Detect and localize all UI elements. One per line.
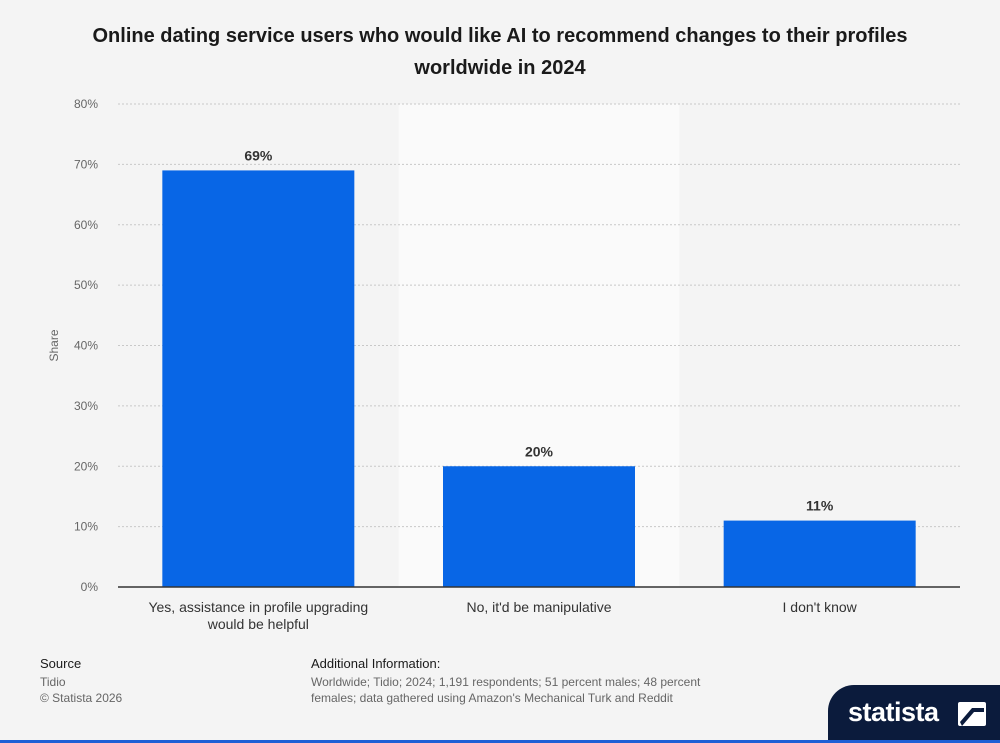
bottom-accent-line: [0, 740, 1000, 743]
bar[interactable]: [723, 520, 916, 587]
y-tick-label: 50%: [74, 278, 98, 292]
y-tick-label: 60%: [74, 218, 98, 232]
data-label: 20%: [525, 443, 554, 459]
y-tick-label: 0%: [81, 580, 99, 594]
bar-chart: 69% 20% 11% 0% 10% 20% 30% 40% 50% 60% 70% 80% Yes…: [47, 97, 960, 632]
y-tick-label: 40%: [74, 339, 98, 353]
y-tick-label: 80%: [74, 97, 98, 111]
additional-info-label: Additional Information:: [311, 656, 441, 671]
y-tick-label: 20%: [74, 459, 98, 473]
data-label: 11%: [806, 498, 834, 514]
statista-logo-icon: [958, 702, 986, 726]
copyright: © Statista 2026: [40, 691, 123, 705]
bar[interactable]: [443, 466, 635, 587]
source-value[interactable]: Tidio: [40, 675, 66, 689]
additional-info-line-2: females; data gathered using Amazon's Me…: [311, 691, 673, 705]
y-tick-label: 70%: [74, 157, 98, 171]
source-label: Source: [40, 656, 82, 671]
bar[interactable]: [162, 170, 355, 587]
statista-logo-text: statista: [848, 697, 939, 727]
statista-logo[interactable]: statista: [828, 685, 1000, 743]
y-tick-label: 30%: [74, 399, 98, 413]
additional-info-line-1: Worldwide; Tidio; 2024; 1,191 respondent…: [311, 675, 701, 689]
x-tick-label: Yes, assistance in profile upgrading woul…: [148, 599, 368, 632]
y-axis-label: Share: [47, 329, 61, 361]
chart-title: Online dating service users who would li…: [92, 25, 908, 79]
x-tick-label: No, it'd be manipulative: [466, 599, 611, 615]
x-tick-label: I don't know: [783, 599, 858, 615]
y-tick-label: 10%: [74, 520, 98, 534]
data-label: 69%: [244, 147, 273, 163]
